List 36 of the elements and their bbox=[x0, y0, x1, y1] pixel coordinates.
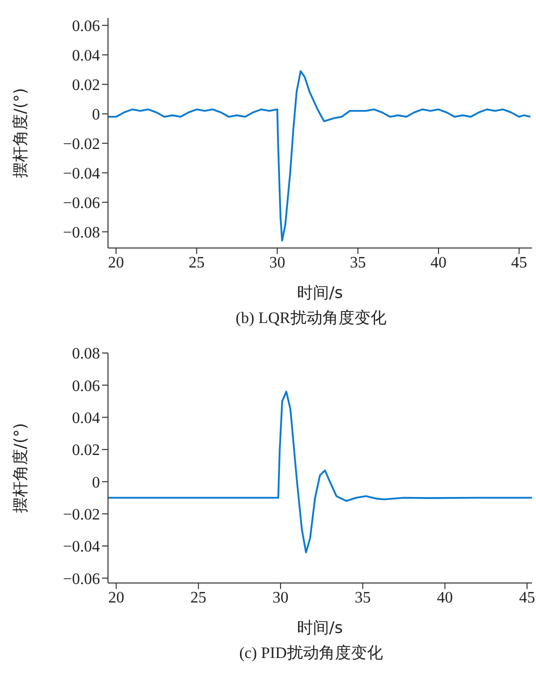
x-tick-label: 45 bbox=[511, 254, 528, 272]
text: (b) LQR扰动角度变化 bbox=[234, 308, 388, 329]
y-tick-label: 0 bbox=[92, 474, 100, 492]
y-tick-label: 0.08 bbox=[72, 346, 100, 363]
x-axis-title: 时间/s bbox=[297, 283, 343, 302]
x-tick-label: 20 bbox=[108, 589, 124, 606]
x-tick-label: 25 bbox=[190, 589, 206, 606]
x-tick-label: 35 bbox=[354, 589, 371, 606]
x-tick-label: 30 bbox=[269, 254, 286, 272]
line-series bbox=[108, 390, 532, 554]
y-tick-label: 0.06 bbox=[72, 18, 100, 36]
y-axis-title: 摆杆角度/(°) bbox=[10, 423, 30, 513]
x-axis-title: 时间/s bbox=[297, 618, 343, 637]
y-tick-label: −0.02 bbox=[62, 136, 100, 153]
y-tick-label: 0.02 bbox=[72, 77, 100, 94]
x-tick-label: 20 bbox=[108, 254, 124, 272]
x-tick-label: 40 bbox=[436, 589, 453, 606]
y-tick-label: −0.06 bbox=[62, 570, 100, 588]
text: (c) PID扰动角度变化 bbox=[238, 644, 384, 664]
x-tick-label: 30 bbox=[272, 589, 289, 606]
y-axis-title: 摆杆角度/(°) bbox=[10, 88, 30, 178]
x-tick-label: 35 bbox=[350, 254, 366, 272]
y-tick-label: −0.04 bbox=[62, 538, 100, 556]
x-tick-label: 40 bbox=[430, 254, 446, 272]
x-tick-label: 45 bbox=[519, 589, 536, 606]
y-tick-label: −0.06 bbox=[62, 194, 100, 212]
y-tick-label: 0.06 bbox=[72, 378, 100, 395]
x-tick-label: 25 bbox=[188, 254, 205, 272]
y-tick-label: 0.04 bbox=[72, 410, 100, 428]
y-tick-label: −0.08 bbox=[62, 224, 100, 242]
y-tick-label: 0.02 bbox=[72, 442, 100, 460]
y-tick-label: −0.02 bbox=[62, 506, 100, 524]
y-tick-label: −0.04 bbox=[62, 165, 100, 182]
line-series bbox=[108, 70, 532, 242]
y-tick-label: 0 bbox=[92, 106, 100, 124]
y-tick-label: 0.04 bbox=[72, 48, 100, 65]
